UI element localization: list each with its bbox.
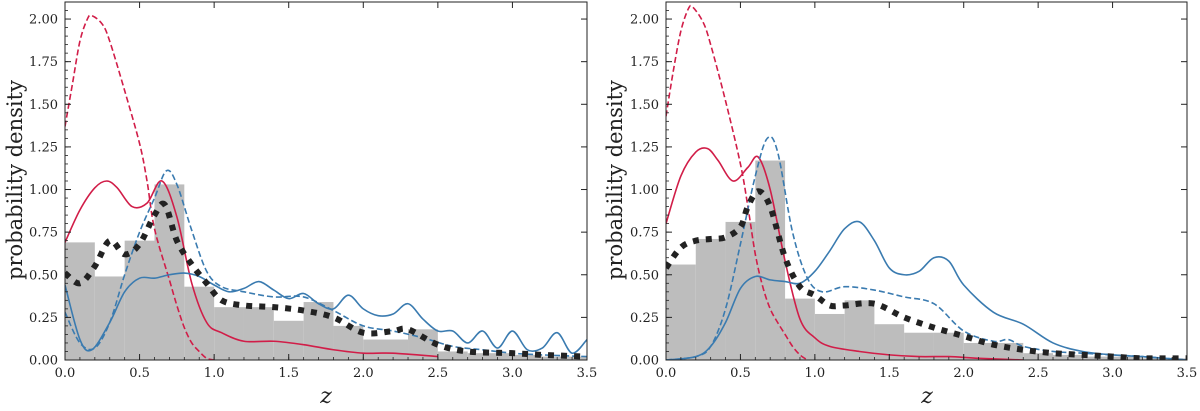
y-tick-label: 0.75 — [29, 226, 58, 241]
y-tick-label: 0.25 — [630, 311, 659, 326]
histogram-bar — [666, 264, 696, 360]
series-line-blue-solid — [666, 220, 1187, 360]
y-tick-label: 2.00 — [29, 13, 58, 28]
y-tick-label: 1.25 — [29, 140, 58, 155]
x-tick-label: 3.5 — [1177, 366, 1198, 381]
y-axis-title: probability density — [3, 80, 27, 280]
histogram-bar — [273, 320, 304, 360]
y-tick-label: 0.00 — [29, 354, 58, 369]
histogram-bar — [814, 313, 845, 360]
x-tick-label: 2.0 — [353, 366, 374, 381]
y-tick-label: 1.50 — [29, 98, 58, 113]
series-lines — [666, 4, 1187, 360]
histogram-bar — [303, 302, 334, 360]
x-tick-label: 0.5 — [129, 366, 150, 381]
y-tick-label: 1.50 — [630, 98, 659, 113]
x-axis-title: z — [319, 384, 332, 409]
y-tick-label: 0.50 — [29, 268, 58, 283]
histogram — [666, 160, 1187, 360]
x-tick-label: 1.0 — [805, 366, 826, 381]
y-tick-label: 1.00 — [29, 183, 58, 198]
x-tick-label: 2.5 — [1028, 366, 1049, 381]
y-axis: 0.00 0.25 0.50 0.75 1.00 1.25 1.50 1.75 2.00 — [29, 1, 587, 369]
x-tick-label: 3.0 — [1102, 366, 1123, 381]
histogram-bar — [154, 184, 185, 360]
y-tick-label: 0.25 — [29, 311, 58, 326]
y-tick-label: 0.75 — [630, 226, 659, 241]
y-tick-label: 2.00 — [630, 13, 659, 28]
histogram-bar — [963, 342, 994, 360]
series-line-red-dashed — [65, 14, 215, 360]
y-tick-label: 1.75 — [630, 55, 659, 70]
x-tick-label: 1.5 — [879, 366, 900, 381]
series-line-red-solid — [65, 180, 438, 358]
series-line-blue-solid — [65, 272, 587, 354]
histogram-bar — [437, 351, 468, 360]
histogram-bar — [695, 238, 726, 360]
x-tick-label: 0.0 — [55, 366, 76, 381]
histogram-bar — [124, 240, 155, 360]
x-tick-label: 1.5 — [278, 366, 299, 381]
histogram-bar — [785, 298, 815, 360]
x-axis: 0.0 0.5 1.0 1.5 2.0 2.5 3.0 3.5 — [55, 2, 598, 381]
y-tick-label: 1.00 — [630, 183, 659, 198]
right-panel: probability density z 0.0 0.5 1.0 1.5 2.0 2.5… — [603, 1, 1198, 409]
y-tick-label: 0.00 — [630, 354, 659, 369]
left-panel: probability density z 0.0 0.5 1.0 1.5 2.0 2.5… — [3, 1, 598, 409]
series-line-blue-dashed — [65, 169, 587, 358]
y-axis-title: probability density — [603, 80, 627, 280]
y-tick-label: 0.50 — [630, 268, 659, 283]
series-line-red-solid — [666, 147, 1024, 360]
x-tick-label: 2.0 — [953, 366, 974, 381]
histogram-bar — [333, 325, 364, 360]
series-line-blue-dashed — [666, 135, 1187, 360]
x-axis: 0.0 0.5 1.0 1.5 2.0 2.5 3.0 3.5 — [656, 2, 1198, 381]
y-axis: 0.00 0.25 0.50 0.75 1.00 1.25 1.50 1.75 2.00 — [630, 1, 1187, 369]
histogram-bar — [993, 342, 1024, 360]
histogram-bar — [467, 353, 513, 360]
histogram-bar — [243, 307, 274, 360]
x-tick-label: 2.5 — [428, 366, 449, 381]
x-tick-label: 3.0 — [502, 366, 523, 381]
x-tick-label: 0.5 — [730, 366, 751, 381]
series-line-red-dashed — [666, 4, 808, 360]
histogram-bar — [214, 307, 244, 360]
histogram-bar — [94, 276, 125, 360]
histogram-bar — [363, 339, 409, 360]
x-tick-label: 1.0 — [204, 366, 225, 381]
series-line-black-dotted — [65, 200, 587, 360]
x-tick-label: 0.0 — [656, 366, 677, 381]
y-tick-label: 1.75 — [29, 55, 58, 70]
y-tick-label: 1.25 — [630, 140, 659, 155]
x-axis-title: z — [920, 384, 933, 409]
x-tick-label: 3.5 — [577, 366, 598, 381]
series-lines — [65, 14, 587, 360]
histogram-bar — [184, 286, 215, 360]
